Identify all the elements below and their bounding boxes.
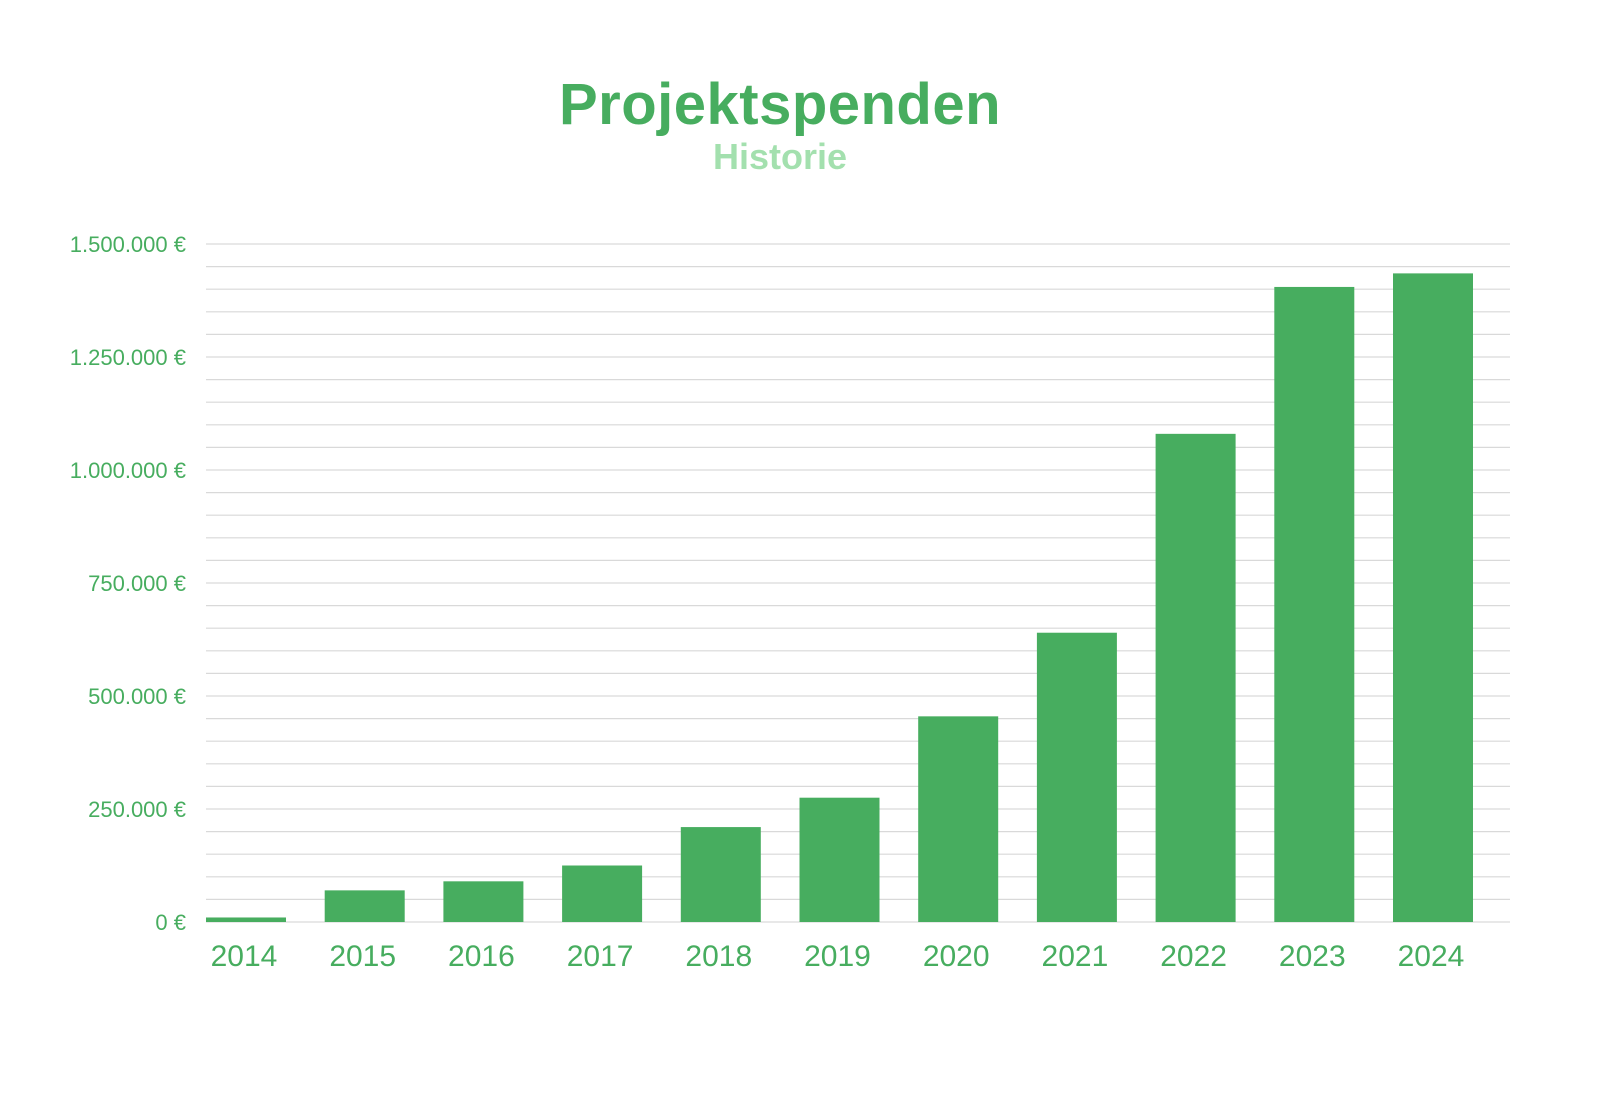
x-tick-label: 2014 — [211, 940, 278, 973]
x-tick-label: 2018 — [685, 940, 752, 973]
bar-2016 — [443, 881, 524, 922]
bar-2014 — [206, 917, 286, 922]
bar-2019 — [799, 797, 880, 922]
bars — [206, 273, 1473, 922]
y-tick-label: 1.500.000 € — [70, 232, 186, 257]
bar-2018 — [680, 827, 761, 922]
x-tick-label: 2023 — [1279, 940, 1346, 973]
x-tick-label: 2020 — [923, 940, 990, 973]
x-tick-label: 2015 — [329, 940, 396, 973]
bar-2015 — [324, 890, 405, 922]
x-tick-label: 2019 — [804, 940, 871, 973]
bar-2024 — [1393, 273, 1473, 922]
bar-2022 — [1155, 433, 1236, 922]
y-tick-label: 1.250.000 € — [70, 345, 186, 370]
x-tick-label: 2022 — [1160, 940, 1227, 973]
x-tick-label: 2017 — [567, 940, 634, 973]
x-tick-label: 2016 — [448, 940, 515, 973]
y-tick-label: 750.000 € — [88, 571, 186, 596]
bar-2017 — [562, 865, 643, 922]
x-tick-label: 2021 — [1042, 940, 1109, 973]
bar-2023 — [1274, 286, 1355, 922]
y-tick-label: 500.000 € — [88, 684, 186, 709]
y-axis: 0 € 250.000 € 500.000 € 750.000 € 1.000.000 … — [70, 232, 186, 935]
y-tick-label: 0 € — [155, 910, 186, 935]
chart-subtitle: Historie — [712, 136, 848, 177]
bar-2020 — [918, 716, 999, 922]
chart-title: Projektspenden — [558, 72, 1002, 137]
x-axis: 2014 2015 2016 2017 2018 2019 2020 2021 2022 2023… — [211, 940, 1465, 973]
x-tick-label: 2024 — [1398, 940, 1465, 973]
y-tick-label: 250.000 € — [88, 797, 186, 822]
chart-header: Projektspenden Historie — [0, 72, 1560, 178]
y-tick-label: 1.000.000 € — [70, 458, 186, 483]
bar-2021 — [1036, 632, 1117, 922]
